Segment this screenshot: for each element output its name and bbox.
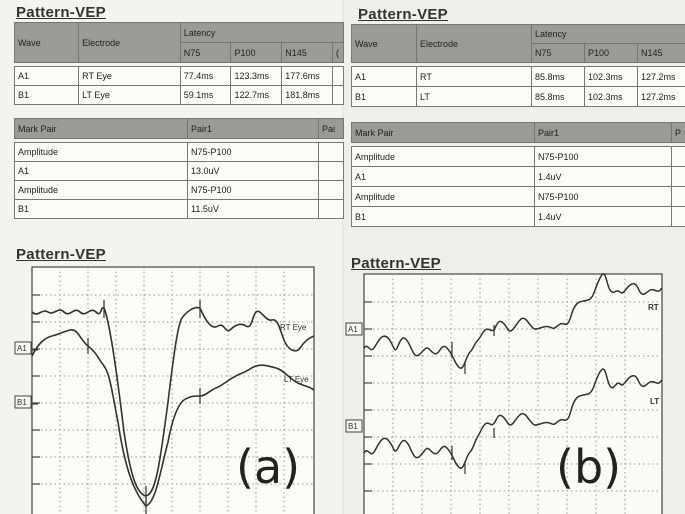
report-title: Pattern-VEP bbox=[358, 6, 448, 23]
table-row: Amplitude N75-P100 bbox=[14, 180, 344, 200]
report-title: Pattern-VEP bbox=[16, 4, 106, 21]
col-pair1: Pair1 bbox=[534, 122, 672, 143]
waveform-plot-b: A1 B1 RT LT bbox=[345, 273, 663, 514]
trace-label-rt: RT bbox=[648, 303, 659, 312]
col-pair1: Pair1 bbox=[187, 118, 319, 139]
trace-rt-eye bbox=[31, 306, 315, 497]
col-wave: Wave bbox=[13, 22, 80, 63]
col-n145: N145 bbox=[637, 43, 685, 63]
trace-lt bbox=[363, 368, 663, 469]
trace-label-lt: LT bbox=[650, 397, 659, 406]
latency-table: Wave Electrode Latency N75 P100 N145 A1 … bbox=[351, 24, 685, 107]
col-electrode: Electrode bbox=[416, 24, 532, 63]
col-mark-pair: Mark Pair bbox=[351, 122, 535, 143]
table-row: A1 1.4uV bbox=[351, 166, 685, 187]
trace-rt bbox=[363, 273, 663, 369]
col-electrode: Electrode bbox=[78, 22, 181, 63]
trace-lt-eye bbox=[31, 329, 315, 507]
trace-label-rt: RT Eye bbox=[280, 323, 307, 332]
panel-label-b: (b) bbox=[556, 440, 622, 494]
channel-a1-label: A1 bbox=[17, 344, 27, 353]
plot-title: Pattern-VEP bbox=[351, 255, 441, 272]
col-n75: N75 bbox=[179, 42, 232, 63]
col-p100: P100 bbox=[584, 43, 638, 63]
table-row: B1 1.4uV bbox=[351, 206, 685, 227]
amplitude-table: Mark Pair Pair1 P Amplitude N75-P100 A1 1.… bbox=[351, 122, 685, 227]
channel-b1-label: B1 bbox=[348, 422, 358, 431]
waveform-plot-a: A1 B1 RT Eye LT Eye bbox=[14, 266, 315, 514]
trace-label-lt: LT Eye bbox=[284, 375, 309, 384]
col-wave: Wave bbox=[351, 24, 417, 63]
channel-b1-label: B1 bbox=[17, 398, 27, 407]
table-row: B1 LT Eye 59.1ms 122.7ms 181.8ms bbox=[13, 85, 345, 105]
amplitude-table: Mark Pair Pair1 Pai Amplitude N75-P100 A1… bbox=[14, 118, 344, 219]
table-row: Amplitude N75-P100 bbox=[14, 142, 344, 162]
table-row: A1 RT 85.8ms 102.3ms 127.2ms bbox=[351, 66, 685, 87]
panel-b: Pattern-VEP Wave Electrode Latency N75 P… bbox=[344, 0, 685, 514]
col-mark-pair: Mark Pair bbox=[14, 118, 188, 139]
channel-a1-label: A1 bbox=[348, 325, 358, 334]
table-row: B1 LT 85.8ms 102.3ms 127.2ms bbox=[351, 86, 685, 107]
col-n75: N75 bbox=[531, 43, 585, 63]
panel-a: Pattern-VEP Wave Electrode Latency N75 P… bbox=[0, 0, 345, 514]
col-truncated: ( bbox=[331, 42, 345, 63]
table-row: B1 11.5uV bbox=[14, 199, 344, 219]
col-latency: Latency bbox=[531, 24, 685, 44]
plot-title: Pattern-VEP bbox=[16, 246, 106, 263]
col-latency: Latency bbox=[179, 22, 345, 43]
table-row: Amplitude N75-P100 bbox=[351, 186, 685, 207]
table-row: A1 RT Eye 77.4ms 123.3ms 177.6ms bbox=[13, 66, 345, 86]
table-row: Amplitude N75-P100 bbox=[351, 146, 685, 167]
col-pair2: P bbox=[671, 122, 685, 143]
col-pair2: Pai bbox=[318, 118, 344, 139]
col-p100: P100 bbox=[230, 42, 283, 63]
table-row: A1 13.0uV bbox=[14, 161, 344, 181]
col-n145: N145 bbox=[281, 42, 333, 63]
latency-table: Wave Electrode Latency N75 P100 N145 ( A… bbox=[13, 22, 345, 105]
panel-label-a: (a) bbox=[236, 440, 301, 494]
